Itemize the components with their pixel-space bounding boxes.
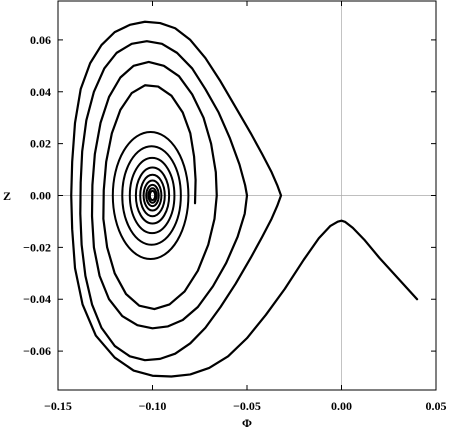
y-tick-labels: −0.06 −0.04 −0.02 0.00 0.02 0.04 0.06 bbox=[23, 33, 51, 358]
closed-orbit bbox=[128, 156, 176, 235]
x-tick-label: 0.00 bbox=[331, 399, 352, 413]
x-tick-label: −0.05 bbox=[233, 399, 261, 413]
x-tick-label: 0.05 bbox=[426, 399, 447, 413]
closed-orbit bbox=[147, 187, 158, 204]
y-tick-label: −0.06 bbox=[23, 344, 51, 358]
axis-ticks bbox=[57, 1, 437, 390]
closed-orbit bbox=[121, 145, 182, 246]
x-tick-label: −0.15 bbox=[44, 399, 72, 413]
closed-orbit bbox=[134, 166, 171, 225]
y-axis-title: Z bbox=[3, 189, 11, 203]
y-tick-label: 0.00 bbox=[30, 189, 51, 203]
closed-orbit bbox=[145, 183, 160, 208]
trajectory-spiral bbox=[70, 20, 419, 378]
y-tick-label: 0.02 bbox=[30, 137, 51, 151]
x-axis-title: Φ bbox=[242, 416, 252, 430]
y-tick-label: 0.06 bbox=[30, 33, 51, 47]
x-tick-label: −0.10 bbox=[139, 399, 167, 413]
x-tick-labels: −0.15 −0.10 −0.05 0.00 0.05 bbox=[44, 399, 446, 413]
y-tick-label: 0.04 bbox=[30, 85, 51, 99]
closed-orbit bbox=[111, 130, 190, 261]
y-tick-label: −0.04 bbox=[23, 292, 51, 306]
trajectory-curves bbox=[70, 20, 419, 378]
closed-orbit bbox=[139, 173, 166, 218]
closed-orbit bbox=[142, 179, 163, 212]
y-tick-label: −0.02 bbox=[23, 240, 51, 254]
closed-orbit bbox=[148, 189, 157, 202]
